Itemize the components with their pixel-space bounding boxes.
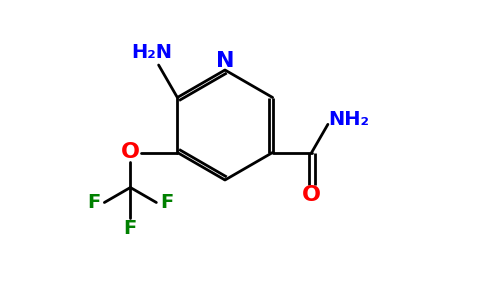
Text: H₂N: H₂N — [131, 44, 172, 62]
Text: F: F — [87, 193, 100, 212]
Text: N: N — [216, 51, 234, 71]
Text: O: O — [302, 185, 321, 205]
Text: F: F — [124, 219, 137, 238]
Text: O: O — [121, 142, 140, 163]
Text: NH₂: NH₂ — [328, 110, 369, 129]
Text: F: F — [161, 193, 174, 212]
